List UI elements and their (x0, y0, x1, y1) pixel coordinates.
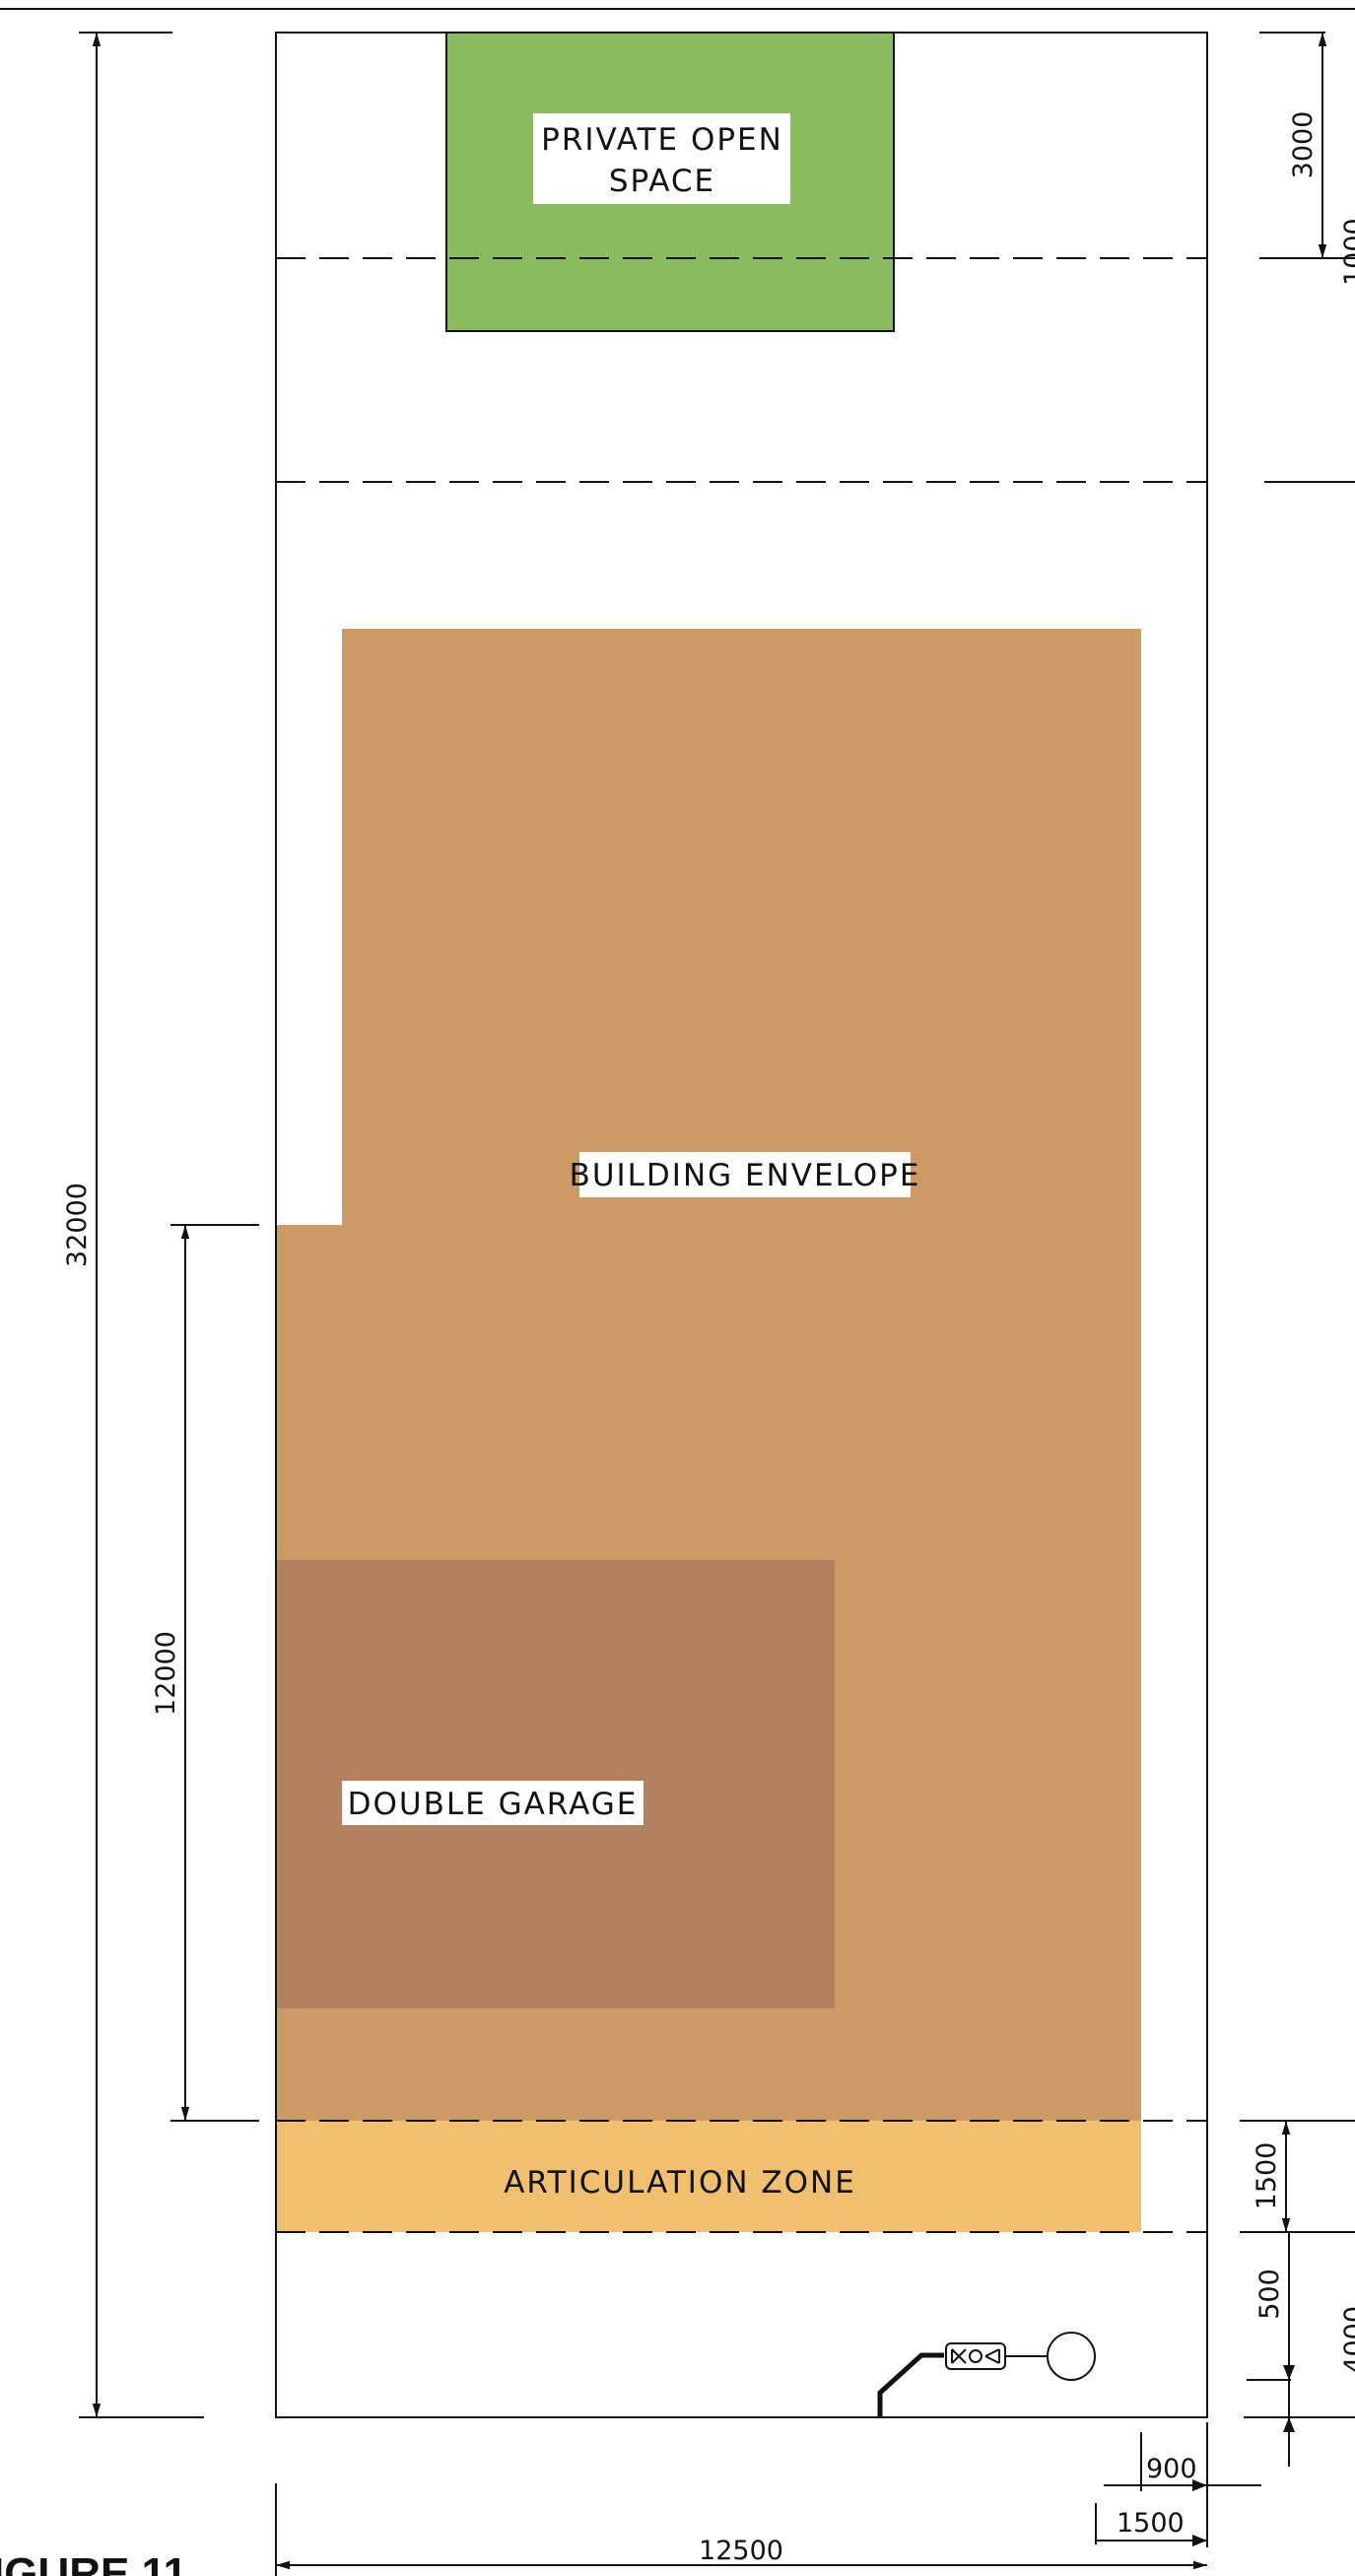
double-garage-label: DOUBLE GARAGE (348, 1787, 639, 1822)
front-offset-label: 500 (1254, 2269, 1285, 2320)
valve-icon (951, 2348, 1000, 2364)
label-box (533, 113, 790, 204)
lot-width-label: 12500 (699, 2536, 783, 2566)
side-offset-label-b: 1500 (1117, 2508, 1185, 2539)
partial-dimension-bottom: 4000 (1339, 2306, 1355, 2374)
front-offset-arrow-top (1283, 2365, 1295, 2380)
articulation-depth-label: 1500 (1252, 2142, 1282, 2210)
lot-boundary (275, 32, 1208, 2418)
side-offset-arrow-b (1192, 2535, 1207, 2546)
label-box (342, 1781, 644, 1825)
label-box (579, 1152, 911, 1197)
rear-setback-label: 3000 (1288, 111, 1319, 179)
partial-dimension-top: 1000 (1339, 218, 1355, 286)
building-envelope-label: BUILDING ENVELOPE (570, 1158, 921, 1193)
private-open-space-label-line1: PRIVATE OPEN (541, 122, 783, 158)
side-offset-arrow (1192, 2479, 1207, 2491)
articulation-zone-area (276, 2121, 1141, 2232)
garage-setback-label: 12000 (151, 1631, 181, 1716)
articulation-zone-label: ARTICULATION ZONE (504, 2165, 856, 2201)
private-open-space-label-line2: SPACE (609, 164, 715, 199)
figure-caption: IGURE 11 (0, 2549, 187, 2576)
meter-box (945, 2342, 1006, 2370)
service-pit-icon (1047, 2332, 1096, 2381)
driveway-line (877, 2352, 944, 2417)
lot-depth-label: 32000 (62, 1183, 93, 1267)
side-offset-label-a: 900 (1146, 2454, 1197, 2484)
